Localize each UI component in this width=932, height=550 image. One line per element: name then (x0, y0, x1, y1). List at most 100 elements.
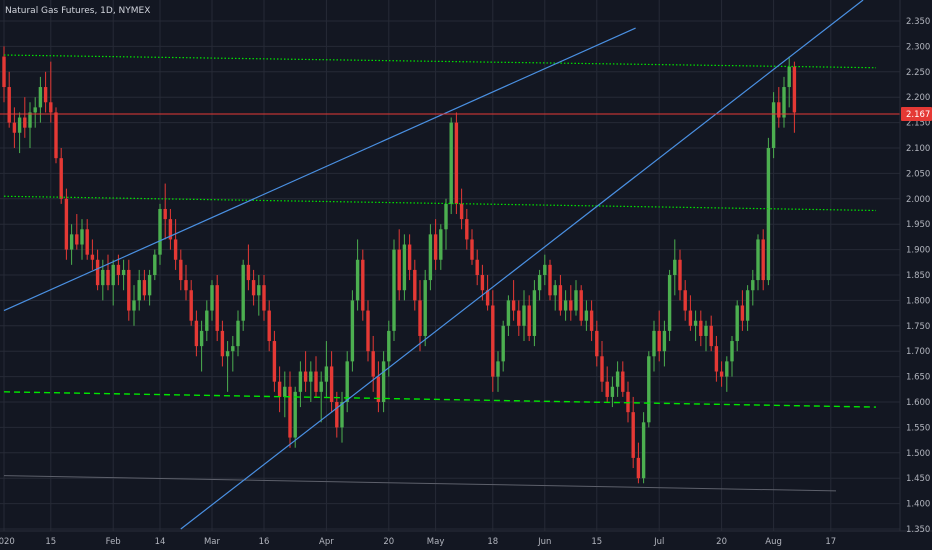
candle[interactable] (329, 351, 334, 413)
candle[interactable] (241, 259, 245, 331)
candle[interactable] (548, 259, 552, 301)
candle[interactable] (2, 46, 6, 103)
candle[interactable] (532, 280, 537, 347)
candle[interactable] (777, 87, 781, 128)
candle[interactable] (699, 310, 703, 347)
candle[interactable] (782, 76, 786, 128)
candle[interactable] (553, 280, 557, 311)
candle[interactable] (444, 198, 448, 250)
candle[interactable] (714, 335, 719, 382)
candle[interactable] (236, 310, 240, 357)
candle[interactable] (465, 208, 469, 250)
candle[interactable] (69, 224, 74, 265)
candle[interactable] (361, 249, 365, 321)
candle[interactable] (621, 361, 625, 397)
candle[interactable] (647, 351, 651, 428)
candle[interactable] (678, 249, 682, 301)
candle[interactable] (506, 295, 511, 336)
candle[interactable] (740, 290, 745, 331)
support-lines[interactable] (3, 54, 877, 408)
candle[interactable] (605, 366, 609, 402)
candle[interactable] (454, 112, 459, 215)
candle[interactable] (381, 351, 386, 413)
candle[interactable] (787, 56, 791, 108)
candle[interactable] (43, 71, 48, 113)
candle[interactable] (205, 300, 209, 342)
price-axis[interactable]: 2.350 2.300 2.250 2.200 2.150 2.100 2.050 2.000… (906, 17, 930, 535)
candle[interactable] (615, 361, 620, 397)
candle[interactable] (673, 239, 677, 296)
reference-line[interactable] (3, 475, 837, 492)
candle[interactable] (54, 107, 58, 164)
candle[interactable] (314, 356, 318, 397)
support-line-dashed[interactable] (3, 391, 877, 408)
candle[interactable] (439, 224, 443, 270)
candle[interactable] (59, 148, 63, 204)
candle[interactable] (433, 219, 438, 270)
candle[interactable] (491, 290, 495, 392)
candle[interactable] (283, 371, 287, 418)
candle[interactable] (413, 259, 417, 311)
candle[interactable] (303, 351, 308, 392)
candle[interactable] (397, 229, 401, 301)
candle[interactable] (173, 219, 178, 270)
candle[interactable] (766, 137, 771, 286)
candle[interactable] (153, 249, 157, 281)
candle[interactable] (147, 269, 152, 306)
candle[interactable] (543, 254, 547, 286)
trendline[interactable] (180, 0, 864, 530)
candle[interactable] (569, 285, 573, 321)
candle[interactable] (251, 269, 256, 306)
candle[interactable] (579, 285, 583, 326)
candle[interactable] (257, 275, 261, 316)
candle[interactable] (355, 239, 360, 311)
candle[interactable] (735, 300, 739, 352)
candle[interactable] (246, 244, 251, 291)
candle[interactable] (106, 254, 110, 291)
candle[interactable] (225, 341, 230, 392)
candle[interactable] (428, 224, 433, 291)
candle[interactable] (272, 330, 277, 392)
candle[interactable] (49, 61, 53, 123)
candle[interactable] (756, 234, 760, 291)
candle[interactable] (589, 300, 594, 342)
candle[interactable] (194, 310, 199, 357)
candle[interactable] (277, 366, 282, 413)
candle[interactable] (267, 300, 271, 352)
candle[interactable] (719, 361, 724, 387)
candle[interactable] (527, 295, 531, 342)
candle[interactable] (64, 188, 69, 260)
candle[interactable] (376, 361, 381, 413)
candle[interactable] (595, 320, 599, 367)
candle[interactable] (725, 356, 729, 392)
candle[interactable] (111, 259, 115, 306)
candle[interactable] (90, 239, 95, 270)
candle[interactable] (163, 183, 167, 240)
candle[interactable] (662, 320, 667, 367)
candle[interactable] (340, 391, 344, 443)
candle[interactable] (23, 97, 27, 138)
candle[interactable] (33, 97, 37, 128)
candle[interactable] (501, 320, 505, 372)
candle[interactable] (709, 315, 713, 352)
candle[interactable] (563, 290, 568, 321)
candle[interactable] (127, 259, 131, 321)
candle[interactable] (761, 229, 765, 291)
candle[interactable] (28, 102, 32, 148)
candle[interactable] (771, 92, 776, 159)
candle[interactable] (142, 269, 147, 301)
candle[interactable] (350, 290, 355, 372)
candle[interactable] (231, 335, 235, 372)
candle[interactable] (745, 285, 750, 331)
candle[interactable] (631, 396, 635, 469)
candle[interactable] (402, 234, 407, 301)
candle[interactable] (137, 269, 141, 311)
candle[interactable] (688, 295, 693, 331)
candle[interactable] (345, 351, 349, 413)
candle[interactable] (641, 412, 646, 484)
candle[interactable] (210, 280, 214, 321)
time-axis[interactable]: 2020 15 Feb 14 Mar 16 Apr 20 May 18 Jun 15 Jul 20 Aug 1… (0, 537, 836, 547)
candle[interactable] (38, 76, 43, 123)
candle[interactable] (558, 275, 563, 316)
